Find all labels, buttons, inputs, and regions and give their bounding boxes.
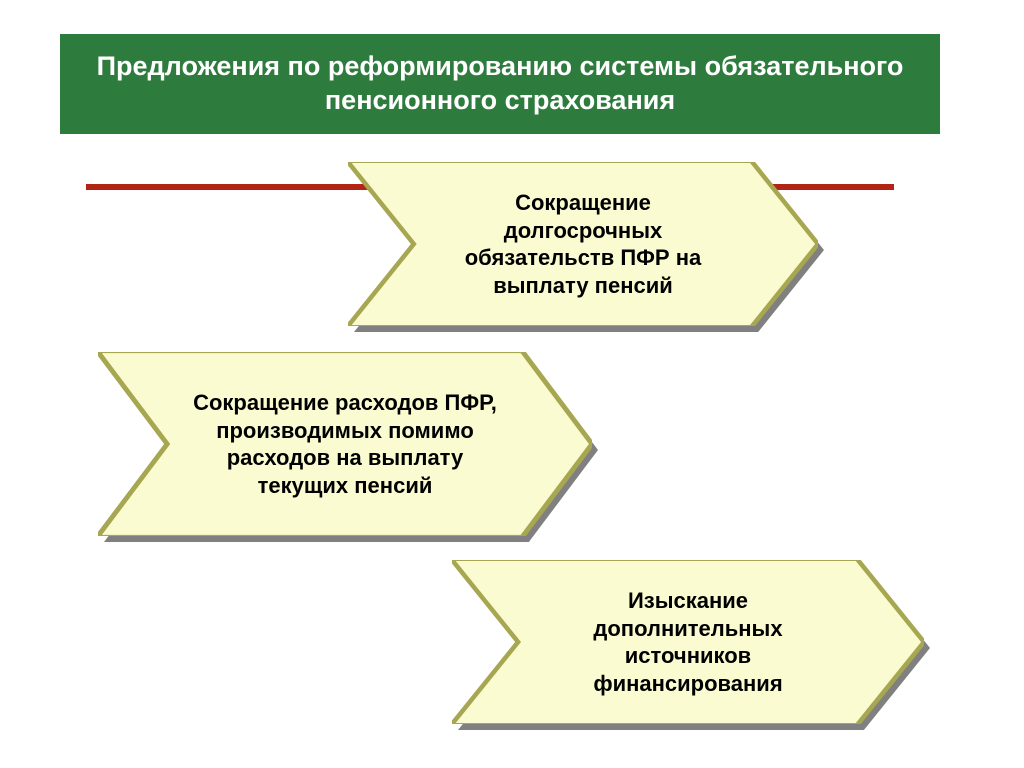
box-2-text: Сокращение расходов ПФР, производимых по…	[187, 352, 503, 536]
box-1-text: Сокращение долгосрочных обязательств ПФР…	[433, 162, 734, 326]
box-1: Сокращение долгосрочных обязательств ПФР…	[348, 162, 818, 326]
box-3-text: Изыскание дополнительных источников фина…	[537, 560, 839, 724]
box-2: Сокращение расходов ПФР, производимых по…	[98, 352, 592, 536]
box-3: Изыскание дополнительных источников фина…	[452, 560, 924, 724]
title-banner: Предложения по реформированию системы об…	[60, 34, 940, 134]
